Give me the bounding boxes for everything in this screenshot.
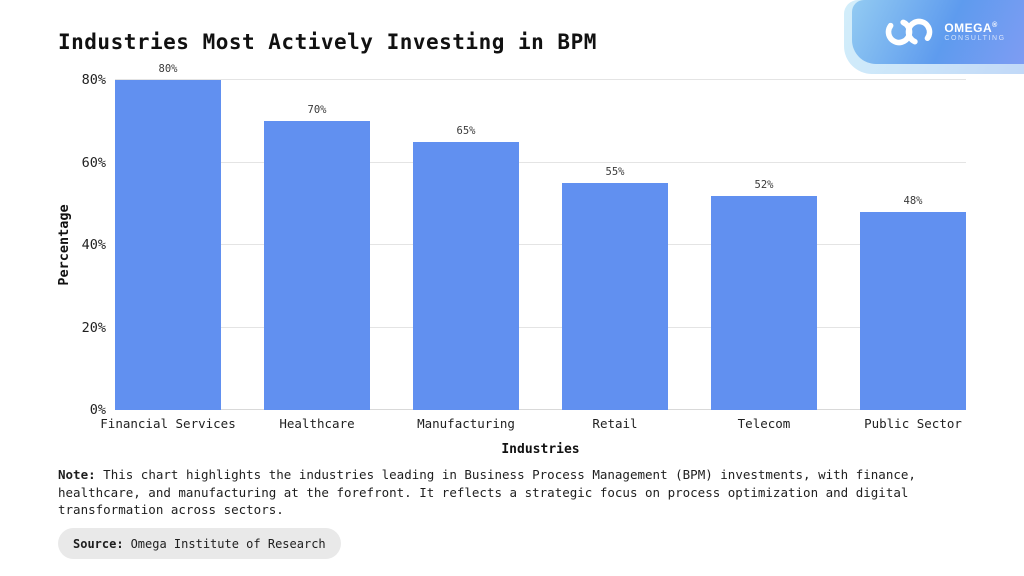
note-label: Note: — [58, 467, 96, 482]
x-axis-label: Industries — [501, 442, 580, 457]
bar-value-label: 48% — [903, 195, 923, 207]
y-tick-label: 20% — [81, 319, 106, 336]
x-tick-healthcare: Healthcare — [264, 416, 370, 431]
bar-value-label: 52% — [754, 178, 774, 191]
x-tick-public-sector: Public Sector — [860, 416, 966, 431]
source-text: Omega Institute of Research — [130, 536, 326, 551]
gridline-40% — [115, 244, 966, 245]
bar-manufacturing: 65% — [413, 125, 519, 410]
bar-financial-services: 80% — [115, 63, 221, 410]
gridline-60% — [115, 161, 966, 163]
bar-value-label: 80% — [158, 63, 178, 75]
note-line-3: transformation across sectors. — [58, 502, 284, 517]
x-tick-row: Financial Services Healthcare Manufacturin… — [100, 416, 966, 431]
gridline-20% — [115, 326, 966, 328]
y-tick-label: 80% — [81, 72, 106, 88]
infinity-logo-icon — [886, 18, 933, 46]
gridline-80% — [115, 79, 966, 80]
gridline-0% — [115, 409, 966, 410]
x-tick-retail: Retail — [562, 416, 668, 431]
logo-company-name: OMEGA® — [944, 20, 998, 35]
bar-public-sector: 48% — [860, 195, 966, 410]
bar-column: 55% — [562, 80, 668, 410]
bar-retail: 55% — [562, 166, 668, 410]
source-badge: Source: Omega Institute of Research — [58, 528, 341, 559]
chart-title: Industries Most Actively Investing in BP… — [58, 30, 597, 54]
x-tick-financial-services: Financial Services — [100, 416, 235, 431]
logo-badge: OMEGA® CONSULTING — [852, 0, 1024, 64]
bar-healthcare: 70% — [264, 104, 370, 410]
x-tick-label: Retail — [592, 416, 638, 431]
x-tick-label: Telecom — [737, 416, 791, 431]
bar-value-label: 70% — [307, 104, 327, 117]
source-label: Source: — [73, 536, 124, 551]
x-tick-label: Healthcare — [279, 416, 355, 431]
y-tick-label: 0% — [89, 402, 106, 418]
registered-mark: ® — [992, 21, 998, 29]
plot-area: 0% 20% 40% 60% 80% 80% 70% 65% 55% 52% 48% — [82, 63, 966, 418]
y-tick-label: 40% — [81, 237, 106, 253]
x-tick-label: Public Sector — [864, 416, 962, 431]
bar-column: 52% — [711, 80, 817, 410]
bar-column: 70% — [264, 80, 370, 410]
bar-column: 65% — [413, 80, 519, 410]
bar-value-label: 65% — [456, 124, 476, 137]
x-tick-label: Financial Services — [100, 416, 236, 431]
bar-telecom: 52% — [711, 179, 817, 410]
bar-column: 80% — [115, 63, 221, 410]
note-line-2: healthcare, and manufacturing at the for… — [58, 484, 909, 500]
y-tick-label: 60% — [81, 154, 106, 171]
note-line-1: Note: This chart highlights the industri… — [58, 467, 916, 482]
logo-subtitle: CONSULTING — [944, 35, 1006, 43]
note-text: Note: This chart highlights the industri… — [58, 466, 958, 519]
x-tick-telecom: Telecom — [711, 416, 817, 431]
x-tick-label: Manufacturing — [417, 416, 515, 431]
bars: 80% 70% 65% 55% 52% 48% — [115, 63, 966, 410]
bar-value-label: 55% — [605, 166, 625, 179]
logo-text: OMEGA® CONSULTING — [944, 20, 1006, 43]
bar-column: 48% — [860, 80, 966, 410]
x-tick-manufacturing: Manufacturing — [413, 416, 519, 431]
